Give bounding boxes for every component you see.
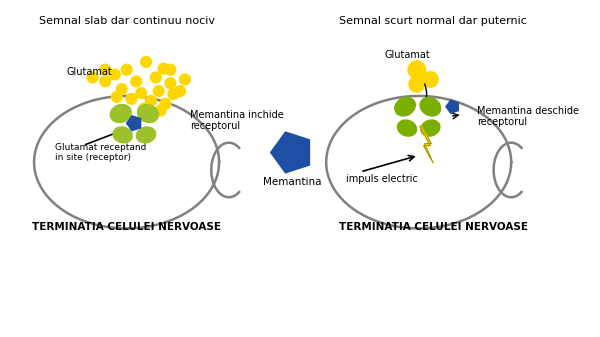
- Ellipse shape: [113, 127, 133, 143]
- Circle shape: [422, 72, 438, 87]
- Circle shape: [126, 94, 137, 104]
- Text: Memantina deschide
receptorul: Memantina deschide receptorul: [477, 105, 579, 127]
- Circle shape: [140, 57, 151, 67]
- Ellipse shape: [137, 104, 158, 123]
- Circle shape: [165, 78, 176, 89]
- Circle shape: [146, 95, 156, 106]
- Circle shape: [100, 64, 110, 75]
- Circle shape: [168, 89, 179, 99]
- Text: TERMINATIA CELULEI NERVOASE: TERMINATIA CELULEI NERVOASE: [32, 222, 221, 233]
- Text: Memantina: Memantina: [263, 177, 322, 187]
- Circle shape: [408, 61, 425, 79]
- Ellipse shape: [395, 97, 415, 116]
- Circle shape: [179, 74, 190, 85]
- Text: Semnal scurt normal dar puternic: Semnal scurt normal dar puternic: [340, 16, 527, 26]
- Circle shape: [131, 76, 142, 87]
- Circle shape: [155, 105, 166, 116]
- Ellipse shape: [397, 120, 416, 136]
- Circle shape: [165, 64, 176, 75]
- Circle shape: [87, 72, 98, 83]
- Ellipse shape: [136, 127, 155, 143]
- Circle shape: [139, 103, 149, 114]
- Circle shape: [409, 76, 425, 92]
- Circle shape: [175, 86, 185, 96]
- Text: Glutamat: Glutamat: [66, 67, 112, 76]
- Text: Glutamat receptand
in site (receptor): Glutamat receptand in site (receptor): [55, 143, 147, 162]
- Circle shape: [151, 72, 161, 83]
- Ellipse shape: [110, 104, 131, 123]
- Circle shape: [121, 64, 132, 75]
- Circle shape: [112, 92, 122, 102]
- Text: Glutamat: Glutamat: [384, 50, 430, 60]
- Circle shape: [110, 69, 120, 80]
- Polygon shape: [419, 126, 433, 163]
- Text: Memantina inchide
receptorul: Memantina inchide receptorul: [190, 110, 284, 131]
- Text: impuls electric: impuls electric: [346, 174, 418, 184]
- Ellipse shape: [421, 120, 440, 136]
- Ellipse shape: [420, 97, 440, 116]
- Text: TERMINATIA CELULEI NERVOASE: TERMINATIA CELULEI NERVOASE: [339, 222, 528, 233]
- Circle shape: [160, 98, 171, 109]
- Circle shape: [158, 63, 169, 74]
- Circle shape: [136, 88, 146, 98]
- Circle shape: [116, 84, 127, 94]
- Circle shape: [154, 86, 164, 96]
- Circle shape: [100, 76, 110, 87]
- Text: Semnal slab dar continuu nociv: Semnal slab dar continuu nociv: [38, 16, 215, 26]
